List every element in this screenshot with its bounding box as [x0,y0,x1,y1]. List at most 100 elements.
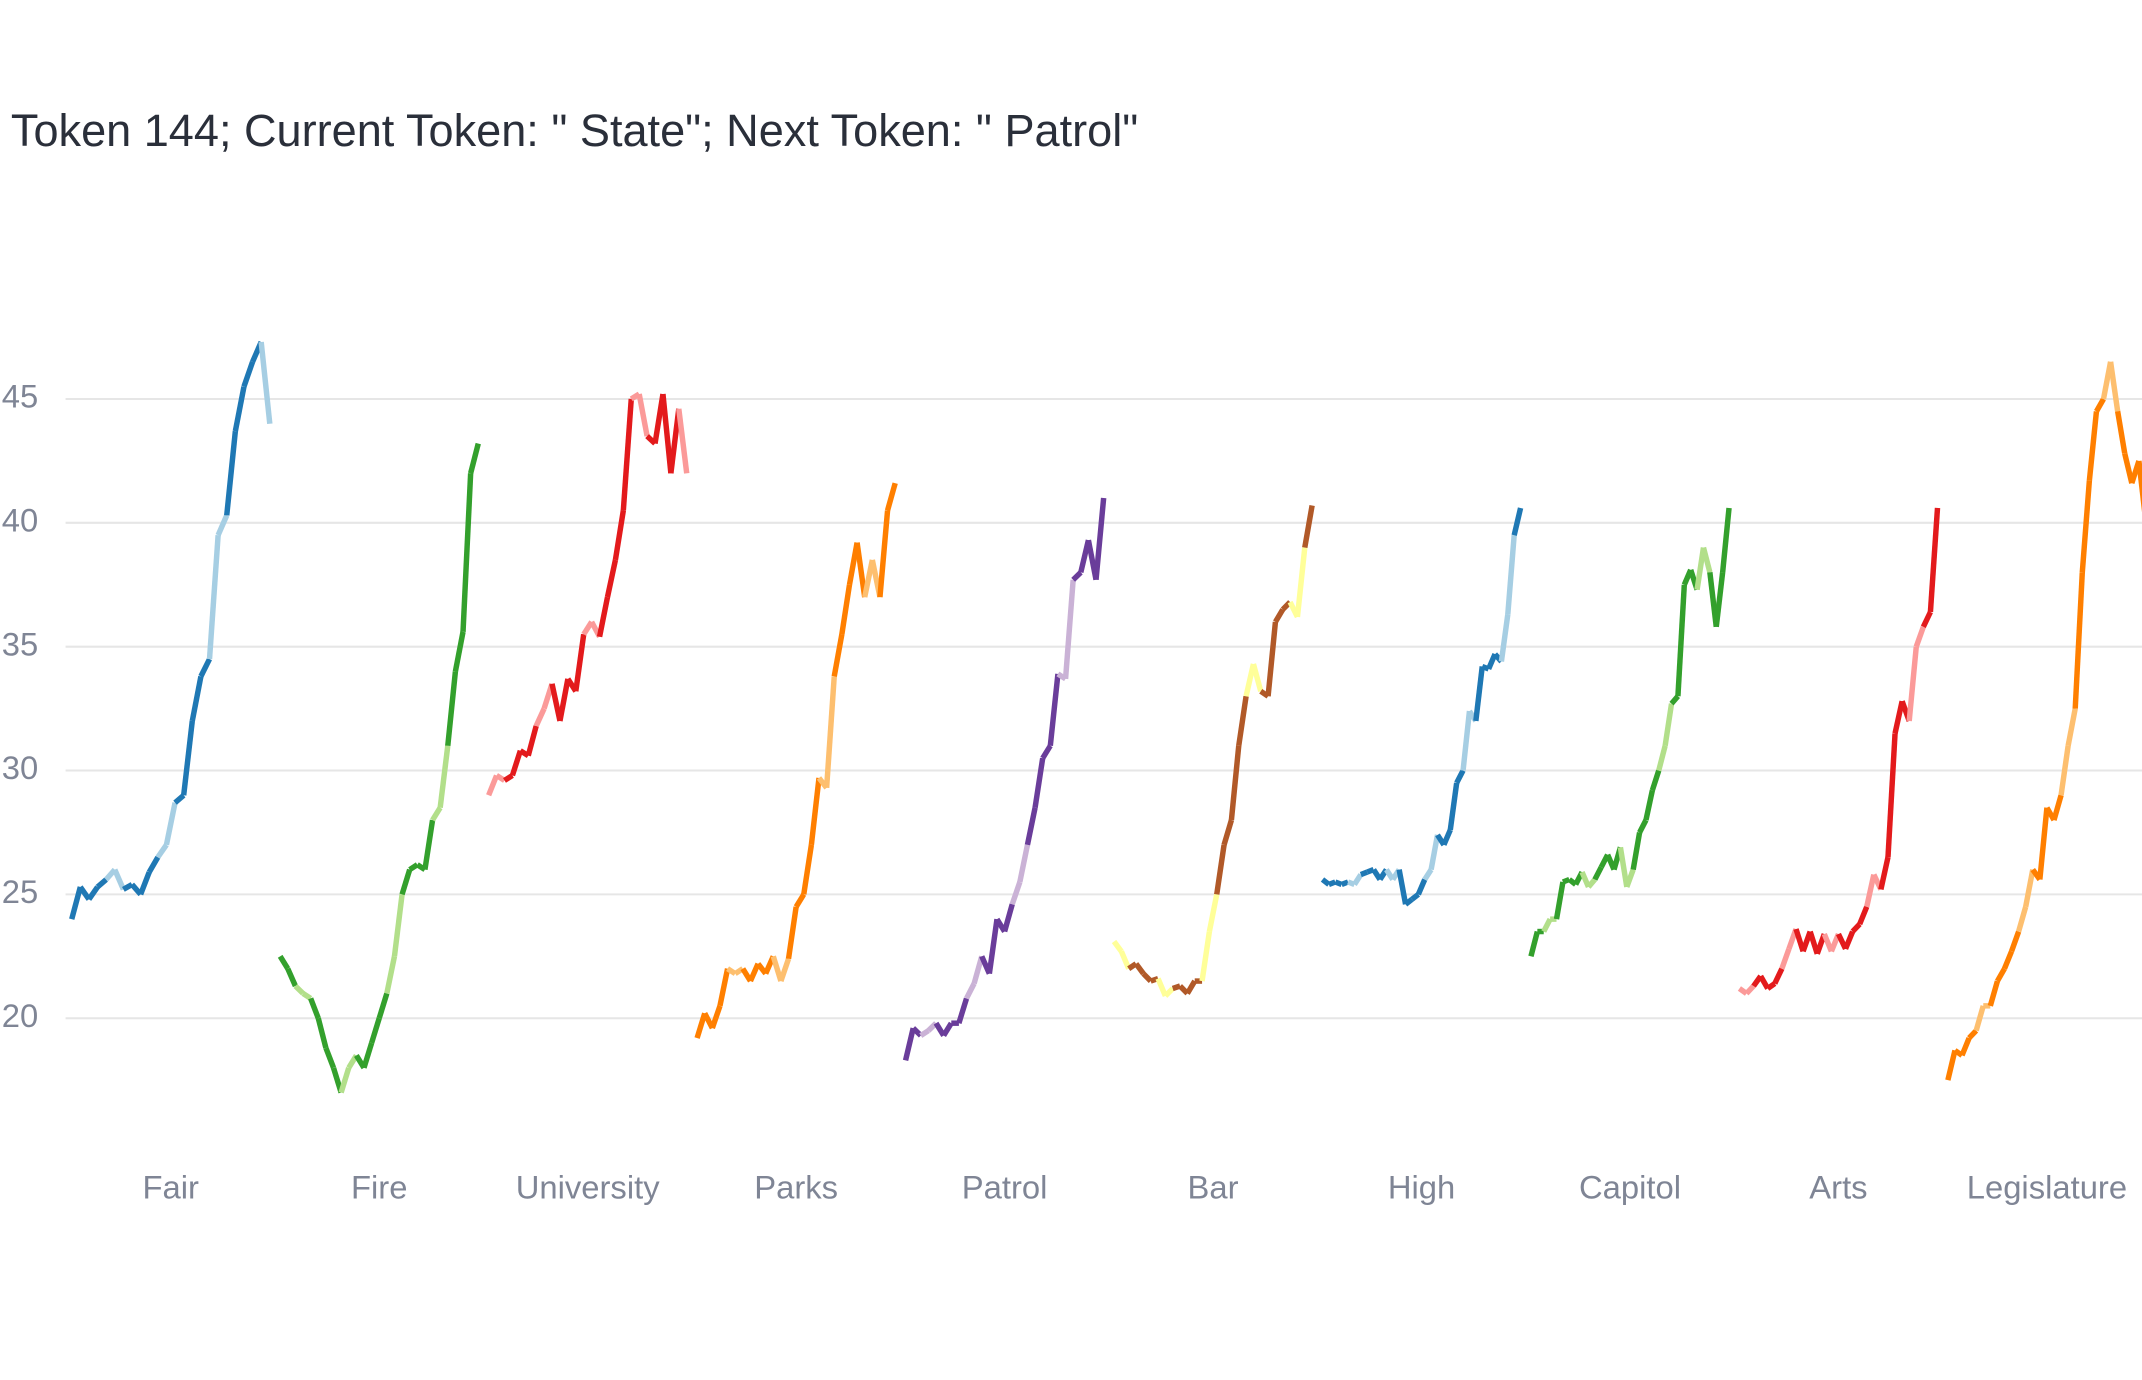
line-segment [793,892,807,909]
x-tick-label: Capitol [1579,1169,1681,1206]
line-segment [155,843,169,859]
line-segment [2015,906,2029,933]
line-segment [1071,570,1083,582]
line-segment [1669,694,1680,706]
x-tick-label: Fair [143,1169,200,1206]
line-segment [408,862,419,872]
line-segment [1396,869,1409,905]
line-segment [215,514,230,537]
line-segment [224,430,239,516]
line-segment [1927,507,1941,613]
line-segment [1766,981,1777,991]
line-segment [277,954,291,971]
line-segment [660,393,674,474]
line-segment [146,855,161,874]
line-segment [1366,867,1375,875]
x-tick-label: High [1388,1169,1455,1206]
line-segment [1719,507,1732,573]
line-segment [1040,744,1053,760]
x-tick-label: Parks [754,1169,838,1206]
line-segment [1864,873,1877,908]
y-tick-label: 40 [2,501,38,538]
line-segment [206,535,221,660]
line-segment [308,997,321,1020]
line-segment [1359,869,1369,878]
line-segment [1481,663,1490,672]
line-segment [964,982,977,1000]
line-segment [1206,893,1220,933]
line-segment [1024,807,1038,846]
line-segment [717,968,731,1007]
line-segment [1302,505,1315,549]
line-segment [1155,977,1168,997]
line-segment [956,997,970,1024]
line-segment [430,806,443,822]
line-segment [596,596,611,638]
x-tick-label: Bar [1188,1169,1239,1206]
line-segment [1265,621,1279,697]
line-segment [384,955,398,995]
line-segment [1334,879,1343,888]
line-segment [503,773,514,783]
line-segment [241,360,256,388]
labels: 20 25 30 35 40 45 Fair Fire University Parks Patro… [2,378,2127,1206]
line-segment [1347,879,1356,888]
line-segment [452,631,466,672]
line-segment [1062,579,1076,680]
line-segment [1553,881,1566,920]
x-tick-label: Fire [351,1169,407,1206]
line-segment [198,657,212,678]
line-segment [1857,905,1870,926]
line-segment [1141,971,1153,983]
line-segment [1675,584,1688,697]
line-segment [785,906,799,960]
line-segment [2008,930,2022,953]
line-segment [293,984,305,996]
line-segment [1093,497,1107,581]
line-segment [1843,930,1856,950]
line-segment [533,707,547,728]
line-segment [69,886,83,920]
line-segment [1294,547,1308,618]
line-segment [1920,610,1933,629]
line-segment [839,584,853,635]
line-segment [986,918,1000,975]
line-segment [495,773,506,783]
line-segment [1637,818,1649,834]
line-segment [2065,708,2078,747]
line-segment [2051,794,2064,821]
line-segment [1643,789,1656,821]
line-segment [1214,844,1227,895]
line-segment [709,1004,723,1030]
line-segment [877,510,891,598]
line-segment [1017,844,1031,883]
y-tick-label: 25 [2,873,38,910]
line-segment [941,1021,954,1037]
line-segment [1967,1028,1979,1040]
line-segment [1498,614,1511,662]
line-segment [1441,828,1453,846]
line-segment [1236,695,1249,747]
line-segment [778,957,792,982]
line-segment [2136,460,2142,513]
line-segment [1772,967,1785,985]
line-segment [138,871,152,896]
line-segment [122,882,134,892]
line-segment [1662,703,1675,747]
line-segment [2072,572,2086,709]
line-segment [2086,411,2100,481]
line-segment [747,962,761,983]
line-segment [1185,979,1198,995]
line-segment [422,819,436,871]
line-segment [620,398,634,511]
line-segment [368,1017,382,1044]
line-segment [1340,879,1350,888]
line-segment [612,510,627,561]
line-segment [1410,892,1421,902]
line-segment [1892,700,1905,734]
y-tick-label: 45 [2,378,38,415]
line-segment [1133,962,1146,976]
line-segment [854,542,868,598]
lines [69,340,2142,1094]
line-segment [557,678,571,722]
